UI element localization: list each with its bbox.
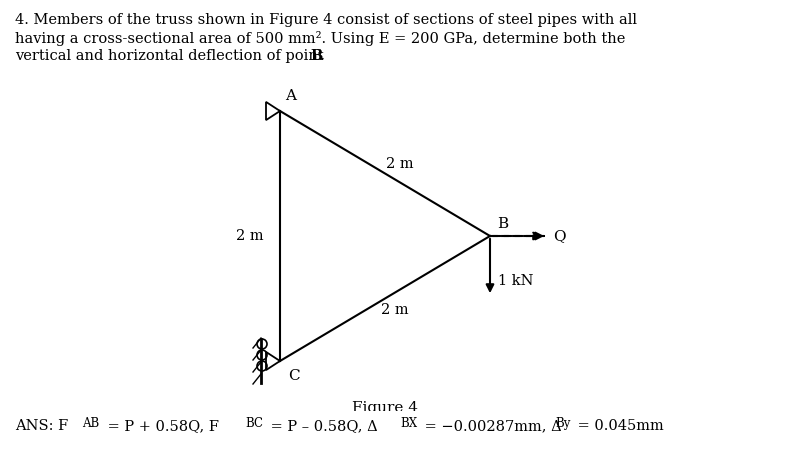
Text: ANS: F: ANS: F bbox=[15, 419, 69, 433]
Text: B: B bbox=[310, 49, 322, 63]
Text: BC: BC bbox=[245, 417, 263, 430]
Text: AB: AB bbox=[82, 417, 99, 430]
Text: A: A bbox=[285, 89, 296, 103]
Text: By: By bbox=[555, 417, 571, 430]
Text: having a cross-sectional area of 500 mm². Using E = 200 GPa, determine both the: having a cross-sectional area of 500 mm²… bbox=[15, 31, 626, 46]
Text: ANS: $\mathrm{F_{AB}}$ = P + 0.58Q, $\mathrm{F_{BC}}$ = P \u2013 0.58Q, $\mathrm: ANS: $\mathrm{F_{AB}}$ = P + 0.58Q, $\ma… bbox=[15, 413, 669, 433]
Text: 2 m: 2 m bbox=[381, 303, 409, 317]
Text: .: . bbox=[320, 49, 325, 63]
Text: vertical and horizontal deflection of point: vertical and horizontal deflection of po… bbox=[15, 49, 329, 63]
Text: 1 kN: 1 kN bbox=[498, 274, 533, 288]
Text: 2 m: 2 m bbox=[236, 229, 264, 243]
Text: C: C bbox=[288, 369, 299, 383]
Text: = 0.045mm: = 0.045mm bbox=[573, 419, 663, 433]
Text: 2 m: 2 m bbox=[386, 156, 414, 171]
Text: = −0.00287mm, Δ: = −0.00287mm, Δ bbox=[420, 419, 562, 433]
Text: = P + 0.58Q, F: = P + 0.58Q, F bbox=[103, 419, 219, 433]
Text: BX: BX bbox=[400, 417, 417, 430]
Text: = P – 0.58Q, Δ: = P – 0.58Q, Δ bbox=[266, 419, 377, 433]
Text: Q: Q bbox=[553, 229, 566, 243]
Bar bbox=[0, 411, 788, 471]
Text: 4. Members of the truss shown in Figure 4 consist of sections of steel pipes wit: 4. Members of the truss shown in Figure … bbox=[15, 13, 637, 27]
Text: Figure 4: Figure 4 bbox=[352, 401, 418, 415]
Text: B: B bbox=[497, 217, 508, 231]
